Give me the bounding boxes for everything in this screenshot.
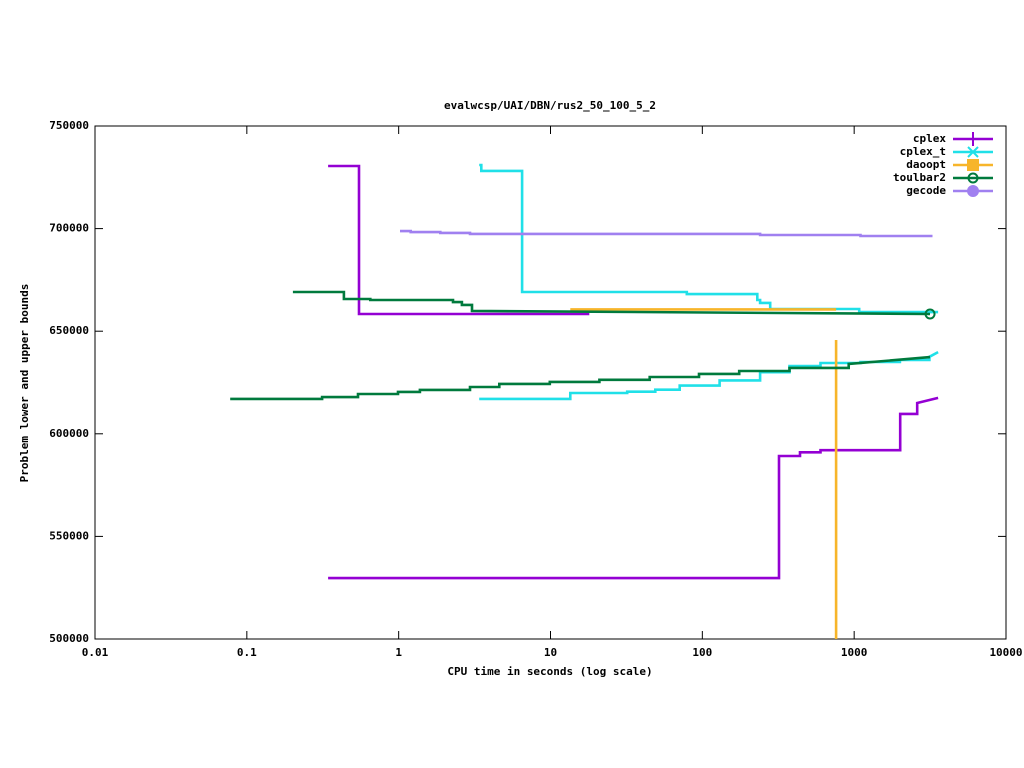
x-tick-label: 10 [544,646,557,659]
series-line [479,350,939,401]
legend-label: daoopt [906,158,946,171]
y-axis-label: Problem lower and upper bounds [18,284,31,483]
series-line [230,355,931,401]
series-line [400,229,933,238]
x-tick-label: 10000 [989,646,1022,659]
x-tick-label: 1000 [841,646,868,659]
chart-title: evalwcsp/UAI/DBN/rus2_50_100_5_2 [444,99,656,112]
y-tick-label: 600000 [49,427,89,440]
marker [966,132,980,146]
legend-label: gecode [906,184,946,197]
legend-label: toulbar2 [893,171,946,184]
legend-label: cplex [913,132,946,145]
x-tick-label: 0.01 [82,646,109,659]
legend-label: cplex_t [900,145,946,158]
marker [967,146,979,158]
y-tick-label: 550000 [49,529,89,542]
x-tick-label: 0.1 [237,646,257,659]
marker [967,159,979,171]
y-tick-label: 500000 [49,632,89,645]
y-tick-label: 650000 [49,324,89,337]
marker [924,308,936,320]
x-tick-label: 100 [692,646,712,659]
series-line [479,163,939,314]
y-tick-label: 700000 [49,222,89,235]
marker [967,172,979,184]
x-tick-label: 1 [395,646,402,659]
series-line [328,164,590,316]
y-tick-label: 750000 [49,119,89,132]
marker [967,185,979,197]
x-axis-label: CPU time in seconds (log scale) [447,665,652,678]
series-line [292,290,931,316]
series-line [328,396,939,580]
